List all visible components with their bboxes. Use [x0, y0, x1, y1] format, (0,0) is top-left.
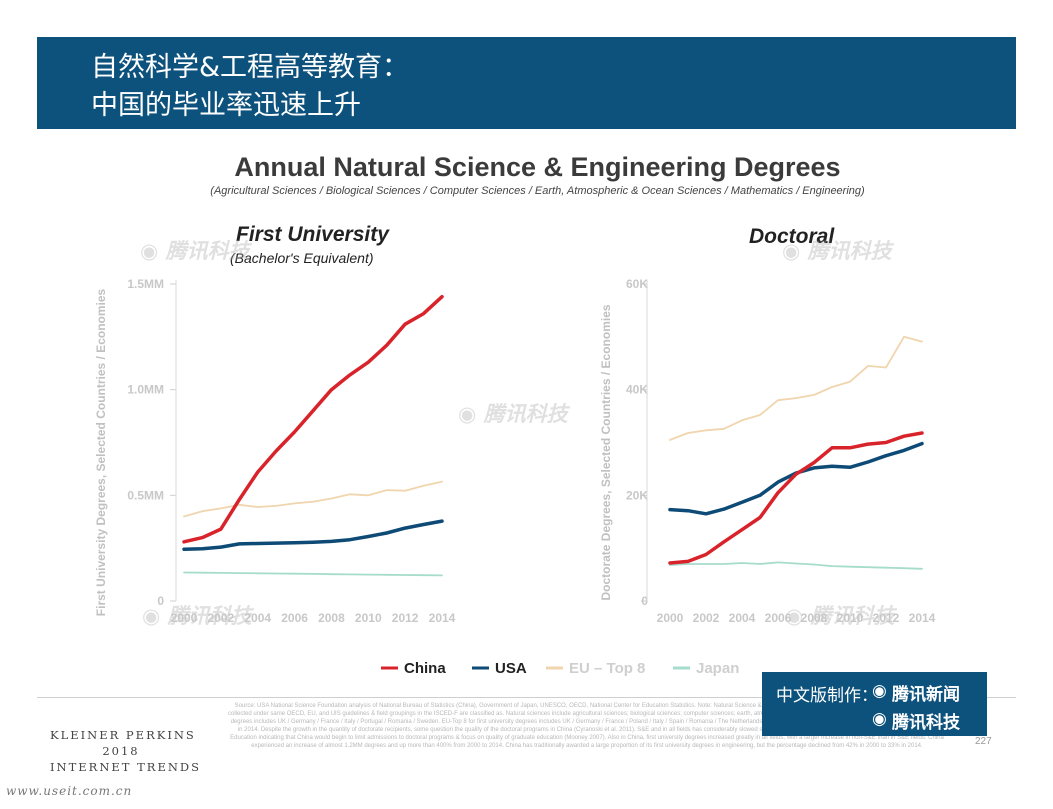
x-tick-label: 2014	[909, 611, 936, 625]
x-tick-label: 2006	[765, 611, 792, 625]
y-tick-label: 20K	[626, 488, 648, 502]
y-tick-label: 0	[641, 594, 648, 608]
y-tick-label: 0.5MM	[127, 488, 164, 502]
brand-tencent-tech: 腾讯科技	[892, 713, 960, 733]
credit-label: 中文版制作：	[776, 686, 878, 706]
x-tick-label: 2004	[244, 611, 271, 625]
report-year: 2018	[102, 744, 140, 758]
y-tick-label: 40K	[626, 383, 648, 397]
watermark-logo: ◉ 腾讯科技	[142, 604, 252, 628]
x-tick-label: 2008	[801, 611, 828, 625]
y-axis-title: Doctorate Degrees, Selected Countries / …	[599, 304, 613, 600]
panel-subtitle-first-university: (Bachelor's Equivalent)	[230, 250, 374, 266]
tencent-logo-icon: ◉	[872, 709, 887, 729]
tencent-logo-icon: ◉	[872, 681, 887, 701]
y-axis-title: First University Degrees, Selected Count…	[94, 288, 108, 616]
y-tick-label: 60K	[626, 277, 648, 291]
series-line-first-university-usa	[182, 519, 444, 551]
panel-title-doctoral: Doctoral	[749, 225, 835, 248]
series-line-first-university-japan	[183, 571, 443, 577]
brand-tencent-news: 腾讯新闻	[892, 685, 960, 705]
x-tick-label: 2008	[318, 611, 345, 625]
panel-title-first-university: First University	[236, 223, 389, 246]
x-tick-label: 2014	[429, 611, 456, 625]
series-line-doctoral-china	[668, 431, 924, 565]
x-tick-label: 2000	[171, 611, 198, 625]
title-banner: 自然科学&工程高等教育： 中国的毕业率迅速上升	[37, 37, 1016, 129]
x-tick-label: 2006	[281, 611, 308, 625]
y-tick-label: 1.0MM	[127, 383, 164, 397]
series-line-first-university-eu-top-8	[183, 480, 443, 518]
series-line-doctoral-usa	[668, 441, 924, 516]
chart-main-title: Annual Natural Science & Engineering Deg…	[234, 152, 841, 182]
watermark-logo: ◉ 腾讯科技	[785, 604, 895, 628]
company-logo: KLEINER PERKINS 2018 INTERNET TRENDS	[50, 727, 201, 775]
report-name: INTERNET TRENDS	[50, 760, 201, 774]
banner-title: 自然科学&工程高等教育： 中国的毕业率迅速上升	[91, 52, 410, 121]
legend-label: Japan	[696, 660, 739, 677]
x-tick-label: 2010	[837, 611, 864, 625]
footer-divider	[37, 697, 1016, 698]
x-tick-label: 2010	[355, 611, 382, 625]
series-line-doctoral-eu-top-8	[669, 335, 923, 441]
legend-label: China	[404, 660, 446, 677]
source-note: Source: USA National Science Foundation …	[228, 703, 947, 749]
watermark-logo: ◉ 腾讯科技	[782, 239, 892, 263]
watermark-logo: ◉ 腾讯科技	[140, 239, 250, 263]
page-number: 227	[975, 736, 992, 747]
legend-label: USA	[495, 660, 527, 677]
website-watermark: www.useit.com.cn	[6, 784, 133, 798]
series-line-first-university-china	[182, 294, 444, 544]
watermark-logo: ◉ 腾讯科技	[458, 402, 568, 426]
chart-subtitle: (Agricultural Sciences / Biological Scie…	[210, 185, 865, 197]
x-tick-label: 2004	[729, 611, 756, 625]
x-tick-label: 2002	[693, 611, 720, 625]
x-tick-label: 2012	[392, 611, 419, 625]
x-tick-label: 2012	[873, 611, 900, 625]
company-name: KLEINER PERKINS	[50, 728, 196, 742]
y-tick-label: 1.5MM	[127, 277, 164, 291]
y-tick-label: 0	[157, 594, 164, 608]
series-line-doctoral-japan	[669, 561, 923, 570]
x-tick-label: 2000	[657, 611, 684, 625]
translation-credit-stamp: 中文版制作： ◉ 腾讯新闻 ◉ 腾讯科技	[762, 672, 987, 736]
legend-label: EU – Top 8	[569, 660, 645, 677]
x-tick-label: 2002	[208, 611, 235, 625]
